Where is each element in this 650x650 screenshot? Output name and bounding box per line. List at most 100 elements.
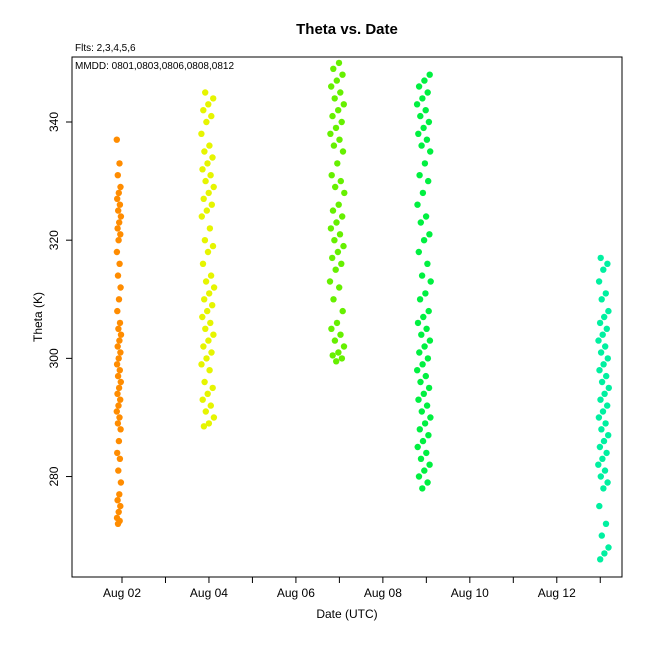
x-tick-label: Aug 12 <box>538 586 576 600</box>
data-point <box>117 479 125 486</box>
data-point <box>418 408 425 415</box>
data-point <box>113 136 121 143</box>
data-point <box>422 213 430 220</box>
data-point <box>115 237 122 244</box>
data-point <box>340 101 347 108</box>
data-point <box>206 367 213 374</box>
data-point <box>418 272 426 279</box>
data-point <box>205 337 212 344</box>
chart-title: Theta vs. Date <box>296 21 398 38</box>
data-point <box>200 195 207 202</box>
data-point <box>422 290 429 297</box>
data-point <box>423 449 430 457</box>
data-point <box>333 319 341 327</box>
data-point <box>204 307 211 315</box>
data-point <box>116 367 124 374</box>
data-point <box>114 195 121 202</box>
data-point <box>415 473 423 480</box>
data-point <box>206 142 213 149</box>
data-point <box>337 177 344 185</box>
data-point <box>115 325 122 332</box>
data-point <box>597 349 605 356</box>
data-point <box>426 71 433 78</box>
data-point <box>423 325 430 332</box>
data-point <box>114 420 122 427</box>
data-point <box>600 361 607 368</box>
data-point <box>424 479 431 486</box>
data-point <box>205 101 212 108</box>
data-point <box>597 556 604 563</box>
data-point <box>336 284 343 291</box>
data-point <box>422 107 429 114</box>
data-point <box>335 107 342 114</box>
data-point <box>210 95 217 102</box>
data-point <box>417 455 425 462</box>
data-point <box>417 219 424 226</box>
data-point <box>210 331 217 338</box>
data-point <box>421 467 428 474</box>
data-point <box>331 95 338 102</box>
data-point <box>116 201 124 208</box>
data-point <box>340 343 348 350</box>
data-point <box>116 219 123 226</box>
data-point <box>420 390 427 397</box>
data-point <box>203 355 210 362</box>
data-point <box>425 307 432 315</box>
data-point <box>199 313 206 321</box>
data-point <box>210 183 217 191</box>
data-point <box>421 343 428 350</box>
data-point <box>598 426 605 433</box>
data-point <box>597 396 604 403</box>
data-point <box>417 378 424 386</box>
data-point <box>117 378 125 386</box>
data-point <box>424 355 432 362</box>
data-point <box>207 402 214 409</box>
data-point <box>339 213 346 220</box>
data-point <box>598 532 605 539</box>
data-point <box>329 352 336 359</box>
data-point <box>414 201 421 208</box>
data-points <box>113 59 612 563</box>
data-point <box>202 408 209 415</box>
data-point <box>333 77 340 84</box>
data-point <box>333 219 340 226</box>
data-point <box>117 231 124 238</box>
data-point <box>207 272 215 279</box>
data-point <box>210 284 218 291</box>
data-point <box>604 402 611 409</box>
data-point <box>209 242 217 250</box>
data-point <box>424 89 431 96</box>
data-point <box>340 242 347 250</box>
data-point <box>117 502 124 510</box>
data-point <box>425 177 432 185</box>
data-point <box>602 343 609 350</box>
data-point <box>330 142 338 149</box>
data-point <box>416 296 424 303</box>
data-point <box>330 65 337 73</box>
data-point <box>596 502 603 510</box>
data-point <box>597 254 604 262</box>
data-point <box>205 420 213 427</box>
data-point <box>414 367 421 374</box>
data-point <box>419 189 427 197</box>
data-point <box>602 520 610 527</box>
data-point <box>334 248 342 256</box>
data-point <box>199 260 207 267</box>
data-point <box>114 225 121 232</box>
data-point <box>337 89 344 96</box>
data-point <box>604 355 611 362</box>
data-point <box>327 225 335 232</box>
data-point <box>204 248 212 256</box>
y-tick-label: 300 <box>47 348 61 368</box>
data-point <box>199 166 206 173</box>
data-point <box>601 390 608 397</box>
data-point <box>203 207 210 214</box>
data-point <box>415 248 422 256</box>
data-point <box>423 136 431 143</box>
data-point <box>595 337 602 344</box>
data-point <box>599 408 607 415</box>
data-point <box>602 420 609 427</box>
y-axis: 280 300 320 340 <box>47 112 72 487</box>
data-point <box>338 118 345 126</box>
